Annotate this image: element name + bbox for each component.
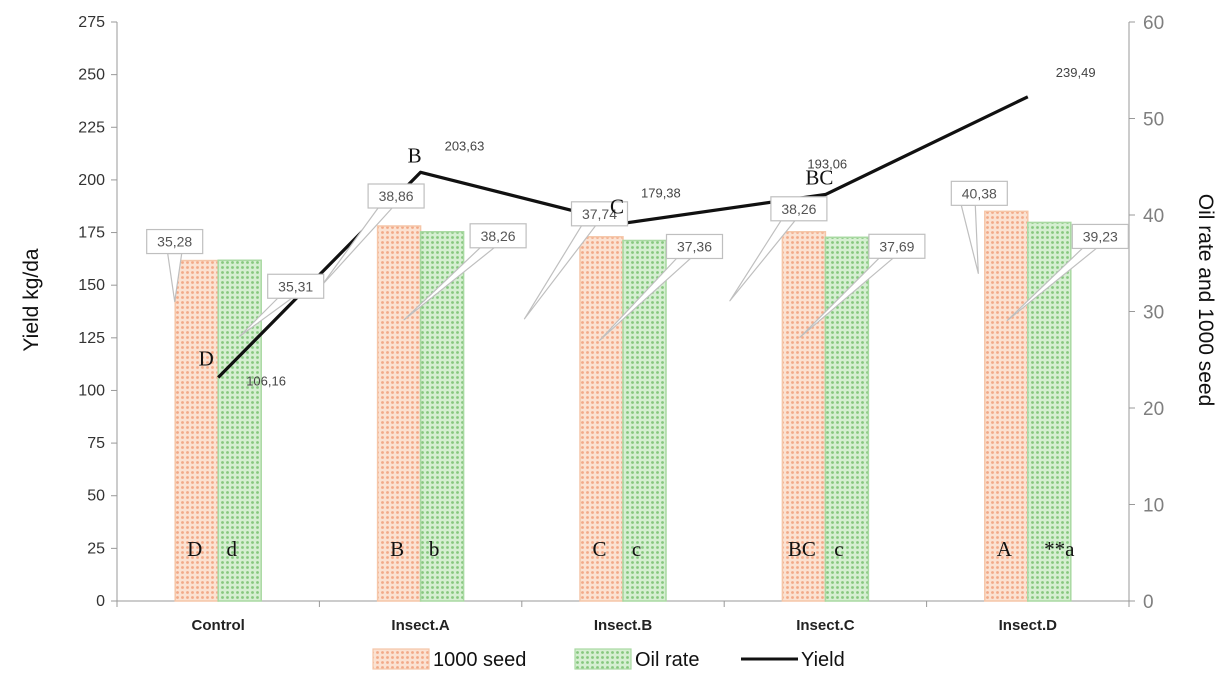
callouts: 35,28 38,86 37,74 38,26 40,38 35,31 38,26 37,36…	[146, 180, 1129, 342]
letter-yield: C	[610, 194, 624, 218]
letter-yield: D	[199, 346, 214, 370]
callout-1000-seed: 40,38	[962, 185, 997, 201]
legend: 1000 seed Oil rate Yield	[372, 648, 845, 671]
letter-oil-rate: b	[429, 537, 440, 561]
legend-swatch-1000-seed	[372, 648, 430, 670]
legend-swatch-oil-rate	[574, 648, 632, 670]
bar-oil-rate	[419, 231, 465, 602]
callout-oil-rate: 37,69	[879, 238, 914, 254]
bar-1000-seed	[579, 236, 624, 602]
yield-data-label: 193,06	[807, 157, 847, 172]
y-tick-label: 50	[87, 488, 105, 505]
yield-data-label: 179,38	[641, 185, 681, 200]
y-axis-title: Yield kg/da	[20, 248, 43, 351]
letter-1000-seed: D	[187, 537, 202, 561]
callout-1000-seed: 38,86	[379, 188, 414, 204]
y2-tick-label: 50	[1143, 110, 1164, 131]
letter-yield: B	[408, 143, 422, 167]
callout-oil-rate-box	[1071, 223, 1129, 250]
letter-1000-seed: A	[997, 537, 1013, 561]
bars	[174, 210, 1072, 602]
y2-tick-label: 40	[1143, 206, 1164, 227]
letter-oil-rate: **a	[1044, 537, 1075, 561]
x-tick-label: Insect.C	[796, 617, 855, 634]
x-tick-label: Insect.D	[999, 617, 1058, 634]
letter-yield: BC	[805, 166, 833, 190]
legend-label-1000-seed: 1000 seed	[433, 649, 526, 671]
y-tick-label: 175	[78, 225, 105, 242]
y-tick-label: 125	[78, 330, 105, 347]
callout-1000-seed-box	[950, 180, 1008, 206]
y-tick-label: 100	[78, 382, 105, 399]
callout-oil-rate: 38,26	[481, 228, 516, 244]
bar-1000-seed	[984, 210, 1029, 602]
legend-label-oil-rate: Oil rate	[635, 649, 699, 671]
y-tick-label: 250	[78, 67, 105, 84]
yield-data-label: 203,63	[445, 138, 485, 153]
callout-1000-seed: 35,28	[157, 234, 192, 250]
y-tick-label: 25	[87, 540, 105, 557]
bar-oil-rate	[824, 236, 870, 602]
callout-oil-rate-box	[267, 273, 325, 299]
callout-oil-rate: 37,36	[677, 238, 712, 254]
y2-tick-label: 20	[1143, 399, 1164, 420]
y-tick-label: 200	[78, 172, 105, 189]
letter-oil-rate: c	[834, 537, 843, 561]
letter-oil-rate: c	[632, 537, 641, 561]
callout-1000-seed-box	[570, 201, 629, 227]
callout-oil-rate: 39,23	[1083, 228, 1118, 244]
callout-1000-seed: 37,74	[582, 206, 617, 222]
y-tick-label: 275	[78, 14, 105, 31]
callout-1000-seed-pointer	[960, 204, 979, 274]
bar-1000-seed	[376, 225, 422, 602]
letter-1000-seed: C	[592, 537, 606, 561]
x-tick-label: Control	[192, 617, 245, 634]
callout-oil-rate: 35,31	[278, 278, 313, 294]
y2-tick-label: 60	[1143, 13, 1164, 34]
letter-1000-seed: BC	[788, 537, 816, 561]
y2-tick-label: 0	[1143, 592, 1154, 613]
y-tick-label: 0	[96, 593, 105, 610]
y2-tick-label: 10	[1143, 496, 1164, 517]
y-tick-label: 150	[78, 277, 105, 294]
y2-tick-label: 30	[1143, 303, 1164, 324]
callout-oil-rate-box	[469, 223, 527, 249]
callout-1000-seed-box	[146, 228, 204, 255]
bar-1000-seed	[781, 231, 827, 602]
callout-1000-seed-box	[770, 196, 828, 222]
y2-axis-title: Oil rate and 1000 seed	[1194, 194, 1217, 406]
bar-oil-rate	[217, 259, 262, 602]
axes: 0 25 50 75 100 125 150 175 200 225 250 275 0 10 20 30 40…	[78, 13, 1164, 634]
y-tick-label: 225	[78, 119, 105, 136]
legend-label-yield: Yield	[801, 649, 845, 671]
callout-oil-rate-box	[868, 233, 926, 259]
x-tick-label: Insect.B	[594, 617, 653, 634]
callout-1000-seed-box	[367, 183, 425, 209]
letter-1000-seed: B	[390, 537, 404, 561]
callout-oil-rate-box	[665, 233, 724, 260]
x-tick-label: Insect.A	[391, 617, 450, 634]
yield-data-label: 106,16	[246, 373, 286, 388]
yield-data-label: 239,49	[1056, 65, 1096, 80]
callout-1000-seed: 38,26	[781, 201, 816, 217]
y-tick-label: 75	[87, 435, 105, 452]
letter-oil-rate: d	[226, 537, 237, 561]
